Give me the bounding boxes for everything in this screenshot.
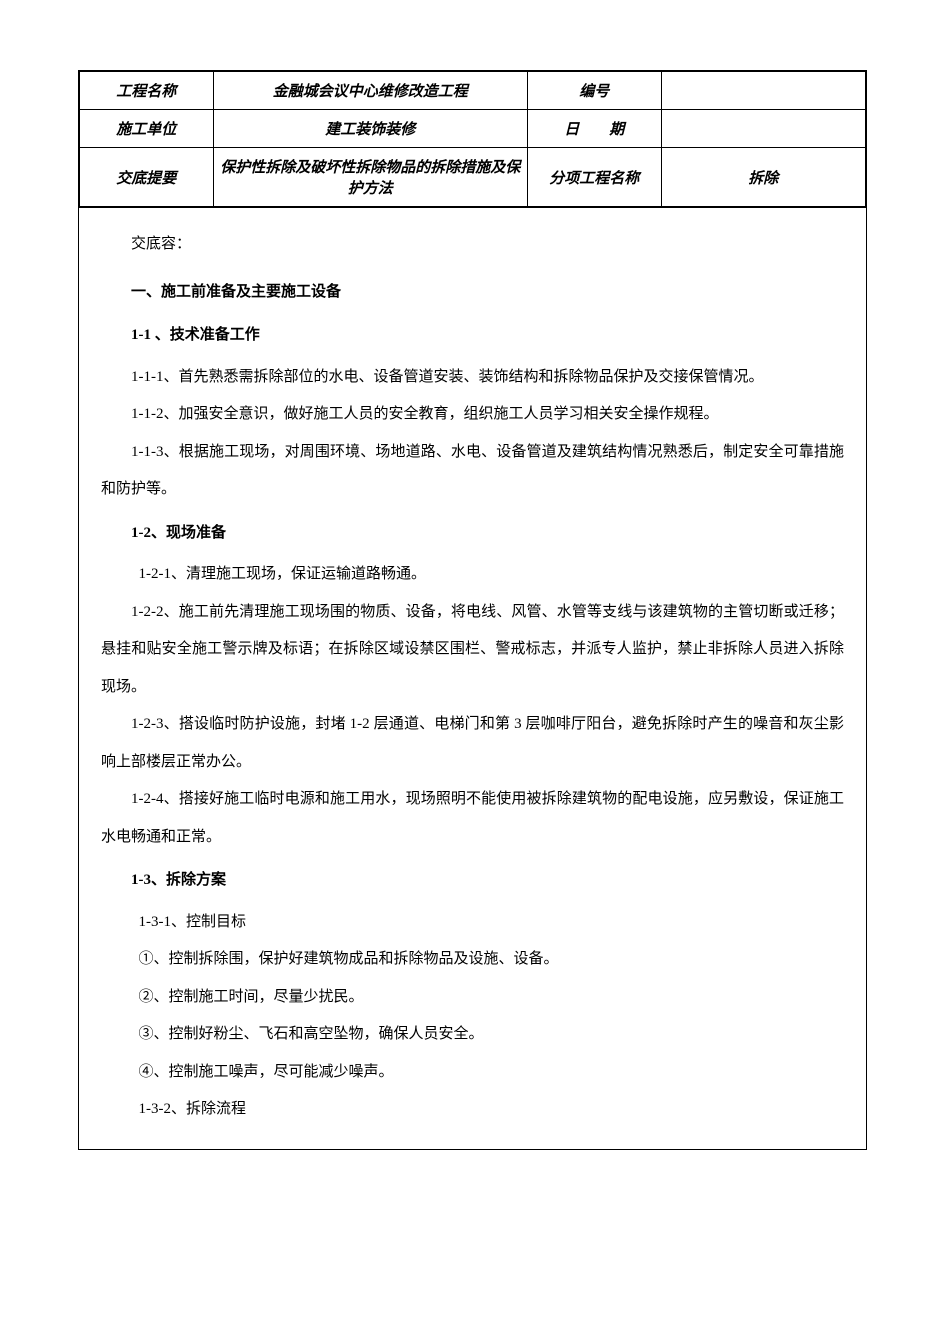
content-area: 交底容： 一、施工前准备及主要施工设备 1-1 、技术准备工作 1-1-1、首先… bbox=[79, 207, 866, 1149]
label-project-name: 工程名称 bbox=[80, 72, 214, 110]
section-1-title: 一、施工前准备及主要施工设备 bbox=[101, 274, 844, 312]
table-row: 交底提要 保护性拆除及破坏性拆除物品的拆除措施及保护方法 分项工程名称 拆除 bbox=[80, 148, 866, 207]
para-1-3-1: 1-3-1、控制目标 bbox=[101, 904, 844, 942]
para-1-1-2: 1-1-2、加强安全意识，做好施工人员的安全教育，组织施工人员学习相关安全操作规… bbox=[101, 396, 844, 434]
para-1-3-2: 1-3-2、拆除流程 bbox=[101, 1091, 844, 1129]
label-summary: 交底提要 bbox=[80, 148, 214, 207]
para-1-1-1: 1-1-1、首先熟悉需拆除部位的水电、设备管道安装、装饰结构和拆除物品保护及交接… bbox=[101, 359, 844, 397]
section-1-2-title: 1-2、现场准备 bbox=[101, 515, 844, 553]
para-1-3-1b: ②、控制施工时间，尽量少扰民。 bbox=[101, 979, 844, 1017]
para-1-2-4: 1-2-4、搭接好施工临时电源和施工用水，现场照明不能使用被拆除建筑物的配电设施… bbox=[101, 781, 844, 856]
para-1-2-2: 1-2-2、施工前先清理施工现场围的物质、设备，将电线、风管、水管等支线与该建筑… bbox=[101, 594, 844, 707]
content-intro: 交底容： bbox=[101, 226, 844, 264]
para-1-3-1a: ①、控制拆除围，保护好建筑物成品和拆除物品及设施、设备。 bbox=[101, 941, 844, 979]
value-number bbox=[661, 72, 865, 110]
value-date bbox=[661, 110, 865, 148]
value-project-name: 金融城会议中心维修改造工程 bbox=[213, 72, 527, 110]
value-summary: 保护性拆除及破坏性拆除物品的拆除措施及保护方法 bbox=[213, 148, 527, 207]
header-table: 工程名称 金融城会议中心维修改造工程 编号 施工单位 建工装饰装修 日 期 交底… bbox=[79, 71, 866, 207]
document-container: 工程名称 金融城会议中心维修改造工程 编号 施工单位 建工装饰装修 日 期 交底… bbox=[78, 70, 867, 1150]
table-row: 工程名称 金融城会议中心维修改造工程 编号 bbox=[80, 72, 866, 110]
para-1-2-1: 1-2-1、清理施工现场，保证运输道路畅通。 bbox=[101, 556, 844, 594]
label-subproject: 分项工程名称 bbox=[528, 148, 662, 207]
section-1-3-title: 1-3、拆除方案 bbox=[101, 862, 844, 900]
label-number: 编号 bbox=[528, 72, 662, 110]
label-construction-unit: 施工单位 bbox=[80, 110, 214, 148]
label-date: 日 期 bbox=[528, 110, 662, 148]
para-1-3-1d: ④、控制施工噪声，尽可能减少噪声。 bbox=[101, 1054, 844, 1092]
table-row: 施工单位 建工装饰装修 日 期 bbox=[80, 110, 866, 148]
value-subproject: 拆除 bbox=[661, 148, 865, 207]
para-1-2-3: 1-2-3、搭设临时防护设施，封堵 1-2 层通道、电梯门和第 3 层咖啡厅阳台… bbox=[101, 706, 844, 781]
para-1-3-1c: ③、控制好粉尘、飞石和高空坠物，确保人员安全。 bbox=[101, 1016, 844, 1054]
value-construction-unit: 建工装饰装修 bbox=[213, 110, 527, 148]
section-1-1-title: 1-1 、技术准备工作 bbox=[101, 317, 844, 355]
para-1-1-3: 1-1-3、根据施工现场，对周围环境、场地道路、水电、设备管道及建筑结构情况熟悉… bbox=[101, 434, 844, 509]
